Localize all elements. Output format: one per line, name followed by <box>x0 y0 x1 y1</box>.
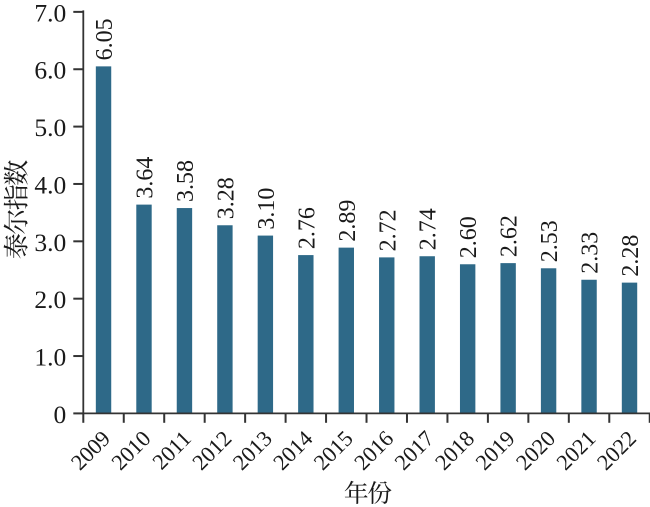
svg-text:2.53: 2.53 <box>537 220 563 262</box>
svg-text:6.05: 6.05 <box>92 18 118 60</box>
svg-text:2.62: 2.62 <box>497 215 523 257</box>
svg-text:3.64: 3.64 <box>132 157 158 199</box>
svg-text:2.28: 2.28 <box>618 235 644 277</box>
svg-text:3.58: 3.58 <box>173 160 199 202</box>
svg-text:2.74: 2.74 <box>416 208 442 250</box>
svg-text:4.0: 4.0 <box>34 170 66 199</box>
svg-text:7.0: 7.0 <box>34 0 66 27</box>
svg-text:2.0: 2.0 <box>34 285 66 314</box>
svg-text:3.0: 3.0 <box>34 228 66 257</box>
svg-text:2.89: 2.89 <box>335 200 361 242</box>
svg-text:0: 0 <box>54 400 67 429</box>
svg-text:3.28: 3.28 <box>213 177 239 219</box>
svg-text:2.76: 2.76 <box>294 207 320 249</box>
svg-text:2.60: 2.60 <box>456 216 482 258</box>
svg-text:5.0: 5.0 <box>34 113 66 142</box>
svg-text:3.10: 3.10 <box>254 188 280 230</box>
svg-text:2.33: 2.33 <box>578 232 604 274</box>
svg-text:1.0: 1.0 <box>34 343 66 372</box>
svg-text:2.72: 2.72 <box>375 209 401 251</box>
svg-text:6.0: 6.0 <box>34 56 66 85</box>
